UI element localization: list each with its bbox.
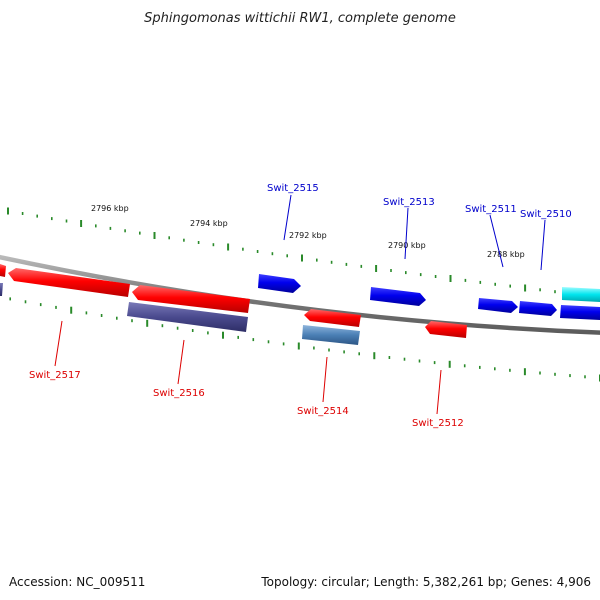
gene-arrow-swit-2510[interactable]	[519, 301, 557, 316]
leader-swit-2517	[54, 320, 63, 367]
gene-label-swit-2516[interactable]: Swit_2516	[153, 388, 205, 399]
gene-arrow-swit-2512[interactable]	[425, 321, 467, 338]
map-title: Sphingomonas wittichii RW1, complete gen…	[144, 11, 456, 26]
gene-arrow-left-shadow[interactable]	[0, 283, 3, 296]
genome-backbone	[0, 254, 600, 335]
kbp-label: 2790 kbp	[388, 241, 426, 250]
gene-arrow-swit-2514-shadow[interactable]	[302, 325, 360, 345]
gene-arrow-swit-2516-shadow[interactable]	[127, 302, 248, 332]
leader-swit-2515	[283, 194, 292, 241]
leader-swit-2516	[177, 339, 185, 385]
gene-label-swit-2510[interactable]: Swit_2510	[520, 209, 572, 220]
gene-arrow-swit-2517[interactable]	[8, 268, 130, 297]
accession-text: Accession: NC_009511	[9, 575, 145, 589]
inner-tick-ring	[9, 297, 600, 382]
gene-arrow-left-edge[interactable]	[0, 264, 6, 277]
gene-arrow-cyan[interactable]	[562, 287, 600, 302]
gene-arrow-swit-2515[interactable]	[258, 274, 301, 293]
kbp-label: 2788 kbp	[487, 250, 525, 259]
gene-arrow-swit-2514[interactable]	[304, 309, 361, 327]
gene-label-swit-2514[interactable]: Swit_2514	[297, 406, 349, 417]
leader-swit-2514	[322, 356, 328, 403]
gene-label-swit-2515[interactable]: Swit_2515	[267, 183, 319, 194]
label-leaders	[54, 194, 546, 415]
gene-arrow-swit-2516[interactable]	[132, 285, 250, 313]
gene-label-swit-2511[interactable]: Swit_2511	[465, 204, 517, 215]
gene-label-swit-2512[interactable]: Swit_2512	[412, 418, 464, 429]
gene-arrow-blue-edge[interactable]	[560, 305, 600, 320]
gene-label-swit-2517[interactable]: Swit_2517	[29, 370, 81, 381]
kbp-label: 2794 kbp	[190, 219, 228, 228]
reverse-strand-track	[0, 264, 467, 345]
gene-arrow-swit-2513[interactable]	[370, 287, 426, 306]
forward-strand-track	[258, 274, 600, 320]
kbp-label: 2792 kbp	[289, 231, 327, 240]
kbp-label: 2796 kbp	[91, 204, 129, 213]
leader-swit-2511	[489, 214, 504, 268]
gene-arrow-swit-2511[interactable]	[478, 298, 518, 313]
gene-labels: Swit_2515 Swit_2513 Swit_2511 Swit_2510 …	[29, 183, 572, 429]
kbp-scale: 2796 kbp 2794 kbp 2792 kbp 2790 kbp 2788…	[91, 204, 525, 259]
genome-summary-text: Topology: circular; Length: 5,382,261 bp…	[260, 575, 591, 589]
leader-swit-2512	[436, 369, 442, 415]
gene-label-swit-2513[interactable]: Swit_2513	[383, 197, 435, 208]
leader-swit-2510	[540, 219, 546, 271]
leader-swit-2513	[404, 207, 409, 260]
